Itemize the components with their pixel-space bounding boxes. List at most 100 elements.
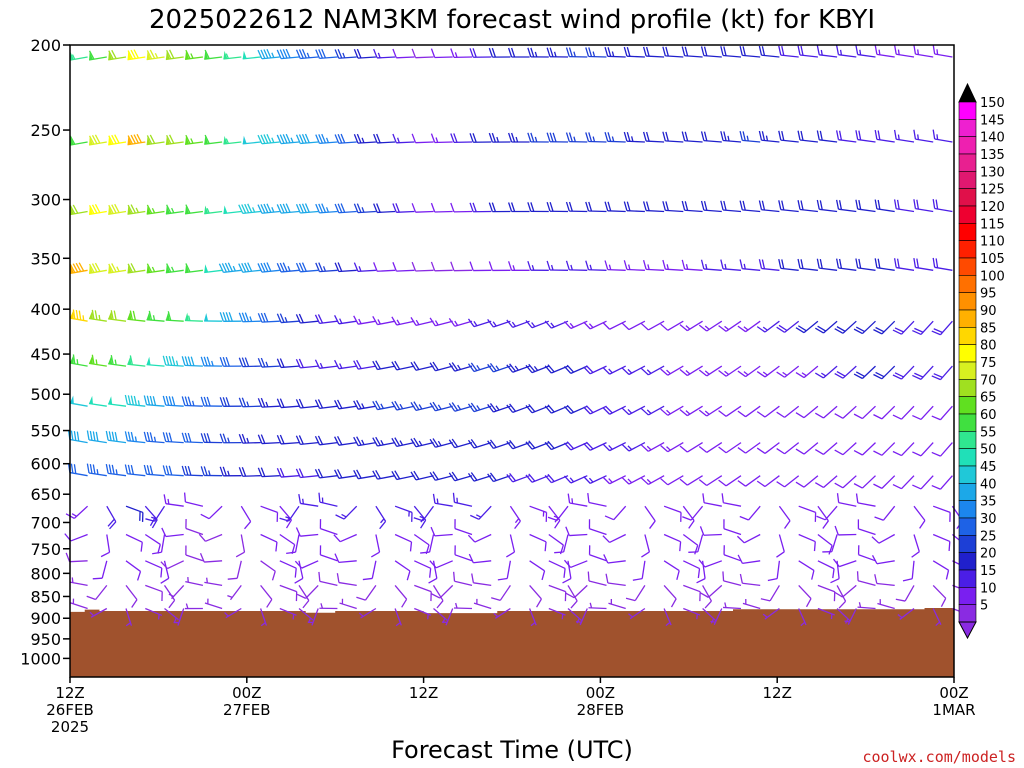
colorbar-label: 40 <box>980 477 997 492</box>
colorbar-swatch <box>958 171 977 189</box>
wind-barb <box>276 262 300 273</box>
wind-barb <box>124 464 146 477</box>
wind-barb <box>108 49 127 61</box>
wind-barb <box>632 560 646 581</box>
wind-barb <box>892 475 915 490</box>
wind-barb <box>546 201 569 213</box>
wind-barb <box>487 439 511 449</box>
wind-barb <box>815 442 838 455</box>
wind-barb <box>932 584 947 608</box>
wind-barb <box>912 475 934 490</box>
colorbar-swatch <box>958 292 977 311</box>
wind-barb <box>165 134 184 146</box>
wind-barb <box>429 317 453 327</box>
wind-barb <box>702 493 722 507</box>
wind-barb <box>429 560 453 569</box>
wind-barb <box>546 132 569 143</box>
colorbar-label: 60 <box>980 408 997 423</box>
wind-barb <box>798 608 807 627</box>
wind-barb <box>565 584 588 599</box>
credit-text: coolwx.com/models <box>862 748 1016 766</box>
wind-barb <box>469 133 492 143</box>
wind-barb <box>507 202 530 213</box>
colorbar-label: 85 <box>980 321 997 336</box>
wind-barb <box>932 44 953 58</box>
wind-barb <box>855 45 876 58</box>
wind-barb <box>873 365 896 380</box>
wind-barb <box>815 320 838 334</box>
wind-barb <box>816 258 838 271</box>
wind-barb <box>767 560 781 582</box>
wind-barb <box>353 469 377 480</box>
x-tick-label: 26FEB <box>46 701 93 719</box>
wind-barb <box>200 356 223 367</box>
colorbar-label: 75 <box>980 356 997 371</box>
wind-barb <box>737 405 761 418</box>
wind-barb <box>394 608 402 627</box>
wind-barb <box>125 505 144 522</box>
wind-barb <box>721 493 742 507</box>
colorbar-label: 55 <box>980 425 997 440</box>
wind-barb <box>450 133 473 144</box>
wind-barb <box>640 320 665 331</box>
colorbar-top-arrow <box>958 82 977 103</box>
wind-barb <box>913 44 934 58</box>
wind-barb <box>353 203 376 214</box>
wind-barb <box>334 262 357 273</box>
wind-barb <box>448 471 473 482</box>
wind-barb <box>223 205 242 215</box>
y-tick-label: 500 <box>30 385 61 404</box>
wind-barb <box>279 533 296 554</box>
wind-barb <box>621 442 646 452</box>
wind-barb <box>756 320 780 333</box>
wind-barb <box>621 475 646 485</box>
wind-barb <box>372 400 396 411</box>
y-tick-label: 350 <box>30 249 61 268</box>
colorbar-label: 150 <box>980 96 1005 111</box>
wind-barb <box>108 354 127 367</box>
wind-barb <box>817 560 835 579</box>
wind-barb <box>200 466 223 477</box>
wind-barb <box>276 358 300 369</box>
wind-barb <box>737 554 761 565</box>
wind-barb <box>739 505 761 521</box>
wind-barb <box>698 442 723 453</box>
wind-barb <box>931 320 953 336</box>
wind-barb <box>565 47 588 58</box>
wind-barb <box>835 258 857 271</box>
wind-barb <box>362 560 377 581</box>
wind-barb <box>737 475 761 487</box>
wind-barb <box>414 607 432 620</box>
wind-barb <box>902 560 915 582</box>
wind-barb <box>778 200 799 213</box>
wind-barb <box>65 552 88 563</box>
y-tick-label: 750 <box>30 540 61 559</box>
wind-barb <box>587 492 607 507</box>
wind-barb <box>742 599 761 610</box>
wind-barb <box>660 365 684 376</box>
wind-barb <box>491 585 511 601</box>
wind-barb <box>834 584 857 598</box>
wind-barb <box>410 437 434 448</box>
colorbar-label: 105 <box>980 252 1005 267</box>
wind-barb <box>836 493 857 507</box>
wind-barb <box>548 607 566 620</box>
wind-barb <box>720 46 742 58</box>
wind-barb <box>146 356 165 367</box>
wind-barb <box>200 505 223 520</box>
wind-barb <box>314 359 338 369</box>
wind-barb <box>679 405 703 417</box>
wind-barb <box>816 130 838 143</box>
wind-barb <box>587 571 607 587</box>
wind-barb <box>776 442 800 455</box>
wind-barb <box>467 402 492 413</box>
wind-barb <box>913 505 926 529</box>
wind-barb <box>64 533 88 542</box>
wind-barb <box>467 439 492 449</box>
y-tick-label: 950 <box>30 630 61 649</box>
colorbar-label: 130 <box>980 165 1005 180</box>
y-tick-label: 650 <box>30 485 61 504</box>
wind-barb <box>391 437 415 448</box>
colorbar-swatch <box>958 205 977 224</box>
wind-barb <box>86 463 107 477</box>
